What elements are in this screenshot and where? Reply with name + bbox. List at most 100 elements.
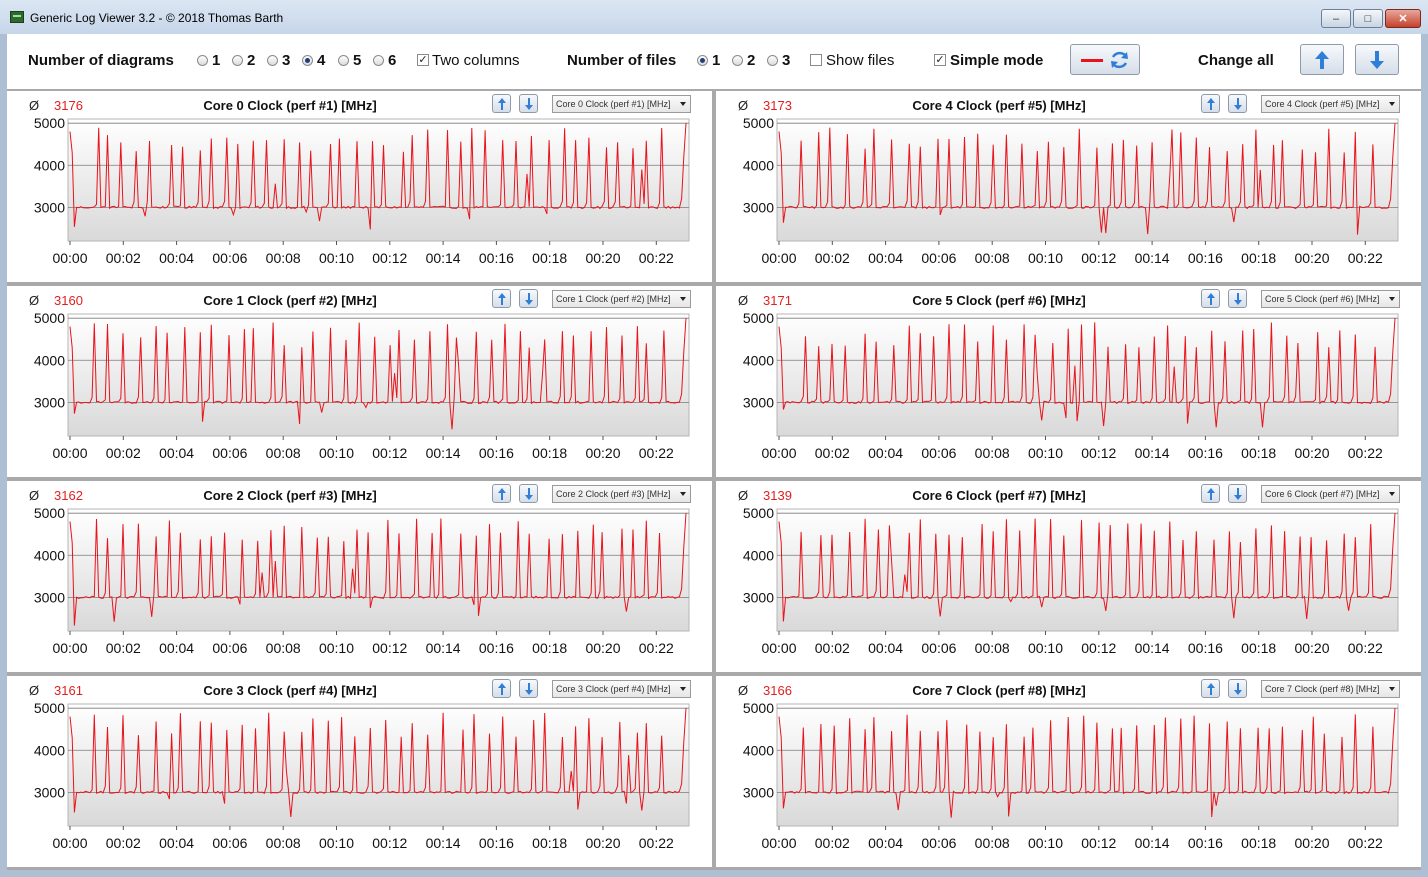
move-diagram-up-button[interactable] xyxy=(492,484,511,503)
y-tick-label: 4000 xyxy=(34,742,65,758)
move-diagram-up-button[interactable] xyxy=(1201,289,1220,308)
files-radio-3[interactable] xyxy=(767,55,778,66)
average-symbol: Ø xyxy=(29,98,40,113)
channel-select[interactable]: Core 3 Clock (perf #4) [MHz] xyxy=(552,680,691,698)
app-icon xyxy=(10,11,24,23)
channel-select[interactable]: Core 0 Clock (perf #1) [MHz] xyxy=(552,95,691,113)
move-diagram-down-button[interactable] xyxy=(519,484,538,503)
line-refresh-icon xyxy=(1081,51,1128,68)
files-radio-label-2: 2 xyxy=(747,52,756,69)
x-tick-label: 00:12 xyxy=(372,640,407,656)
average-value: 3161 xyxy=(54,683,83,698)
simple-mode-checkbox[interactable]: ✓ xyxy=(934,54,946,66)
x-tick-label: 00:04 xyxy=(868,835,903,851)
move-diagram-down-button[interactable] xyxy=(1228,484,1247,503)
x-tick-label: 00:02 xyxy=(815,445,850,461)
diagrams-radio-label-4: 4 xyxy=(317,52,326,69)
x-tick-label: 00:16 xyxy=(479,445,514,461)
x-tick-label: 00:02 xyxy=(815,640,850,656)
diagram-title: Core 6 Clock (perf #7) [MHz] xyxy=(912,488,1086,503)
diagrams-radio-1[interactable] xyxy=(197,55,208,66)
x-tick-label: 00:08 xyxy=(975,835,1010,851)
move-diagram-down-button[interactable] xyxy=(519,289,538,308)
channel-select[interactable]: Core 7 Clock (perf #8) [MHz] xyxy=(1261,680,1400,698)
channel-select-value: Core 0 Clock (perf #1) [MHz] xyxy=(556,99,671,109)
average-value: 3162 xyxy=(54,488,83,503)
x-tick-label: 00:12 xyxy=(1081,835,1116,851)
diagrams-radio-5[interactable] xyxy=(338,55,349,66)
x-tick-label: 00:00 xyxy=(52,640,87,656)
move-diagram-up-button[interactable] xyxy=(492,94,511,113)
clock-line-chart: 5000 4000 3000 00:00 00:02 00:04 00:06 00:08 00:… xyxy=(743,115,1399,266)
x-tick-label: 00:06 xyxy=(212,835,247,851)
move-diagram-up-button[interactable] xyxy=(492,289,511,308)
clock-series-line xyxy=(69,708,687,818)
channel-select[interactable]: Core 1 Clock (perf #2) [MHz] xyxy=(552,290,691,308)
x-tick-label: 00:18 xyxy=(1241,250,1276,266)
move-diagram-down-button[interactable] xyxy=(519,94,538,113)
x-tick-label: 00:06 xyxy=(921,835,956,851)
x-tick-label: 00:22 xyxy=(639,250,674,266)
y-tick-label: 4000 xyxy=(743,547,774,563)
client-area: Number of diagrams 1 2 3 4 5 6 ✓ Two col… xyxy=(7,34,1421,870)
move-diagram-down-button[interactable] xyxy=(519,679,538,698)
move-all-up-button[interactable] xyxy=(1300,44,1344,75)
files-radio-2[interactable] xyxy=(732,55,743,66)
diagrams-radio-2[interactable] xyxy=(232,55,243,66)
y-tick-label: 3000 xyxy=(743,589,774,605)
arrow-down-icon xyxy=(1233,682,1242,695)
maximize-button[interactable]: □ xyxy=(1353,9,1383,28)
move-diagram-down-button[interactable] xyxy=(1228,289,1247,308)
x-tick-label: 00:04 xyxy=(868,640,903,656)
move-diagram-up-button[interactable] xyxy=(1201,679,1220,698)
move-all-down-button[interactable] xyxy=(1355,44,1399,75)
channel-select[interactable]: Core 5 Clock (perf #6) [MHz] xyxy=(1261,290,1400,308)
change-all-label: Change all xyxy=(1198,52,1274,69)
x-tick-label: 00:06 xyxy=(921,445,956,461)
channel-select-value: Core 3 Clock (perf #4) [MHz] xyxy=(556,684,671,694)
diagrams-radio-4[interactable] xyxy=(302,55,313,66)
move-diagram-up-button[interactable] xyxy=(1201,94,1220,113)
channel-select-value: Core 1 Clock (perf #2) [MHz] xyxy=(556,294,671,304)
show-files-checkbox[interactable] xyxy=(810,54,822,66)
two-columns-label: Two columns xyxy=(432,52,520,69)
diagram-panel: 5000 4000 3000 00:00 00:02 00:04 00:06 00:08 00:… xyxy=(7,481,712,672)
arrow-down-icon xyxy=(1370,50,1384,69)
move-diagram-down-button[interactable] xyxy=(1228,679,1247,698)
y-tick-label: 4000 xyxy=(743,742,774,758)
diagrams-radio-3[interactable] xyxy=(267,55,278,66)
channel-select[interactable]: Core 6 Clock (perf #7) [MHz] xyxy=(1261,485,1400,503)
y-tick-label: 5000 xyxy=(34,115,65,131)
x-tick-label: 00:16 xyxy=(479,250,514,266)
move-diagram-up-button[interactable] xyxy=(1201,484,1220,503)
clock-line-chart: 5000 4000 3000 00:00 00:02 00:04 00:06 00:08 00:… xyxy=(34,505,690,656)
y-tick-label: 5000 xyxy=(34,505,65,521)
diagram-panel: 5000 4000 3000 00:00 00:02 00:04 00:06 00:08 00:… xyxy=(7,91,712,282)
plot-area xyxy=(67,313,690,437)
x-tick-label: 00:16 xyxy=(479,640,514,656)
channel-select[interactable]: Core 2 Clock (perf #3) [MHz] xyxy=(552,485,691,503)
two-columns-checkbox[interactable]: ✓ xyxy=(417,54,429,66)
diagram-title: Core 2 Clock (perf #3) [MHz] xyxy=(203,488,377,503)
move-diagram-up-button[interactable] xyxy=(492,679,511,698)
x-tick-label: 00:02 xyxy=(815,250,850,266)
y-tick-label: 4000 xyxy=(743,352,774,368)
x-tick-label: 00:20 xyxy=(1294,640,1329,656)
y-tick-label: 4000 xyxy=(34,352,65,368)
diagrams-radio-6[interactable] xyxy=(373,55,384,66)
minimize-button[interactable]: – xyxy=(1321,9,1351,28)
y-tick-label: 3000 xyxy=(34,394,65,410)
show-files-label: Show files xyxy=(826,52,895,69)
channel-select-value: Core 2 Clock (perf #3) [MHz] xyxy=(556,489,671,499)
close-button[interactable]: ✕ xyxy=(1385,9,1421,28)
diagram-title: Core 1 Clock (perf #2) [MHz] xyxy=(203,293,377,308)
move-diagram-down-button[interactable] xyxy=(1228,94,1247,113)
channel-select[interactable]: Core 4 Clock (perf #5) [MHz] xyxy=(1261,95,1400,113)
diagrams-radio-label-2: 2 xyxy=(247,52,256,69)
x-tick-label: 00:08 xyxy=(975,250,1010,266)
files-radio-1[interactable] xyxy=(697,55,708,66)
diagram-title: Core 3 Clock (perf #4) [MHz] xyxy=(203,683,377,698)
x-tick-label: 00:16 xyxy=(1188,250,1223,266)
chevron-down-icon xyxy=(1389,492,1395,496)
line-color-refresh-button[interactable] xyxy=(1070,44,1140,75)
